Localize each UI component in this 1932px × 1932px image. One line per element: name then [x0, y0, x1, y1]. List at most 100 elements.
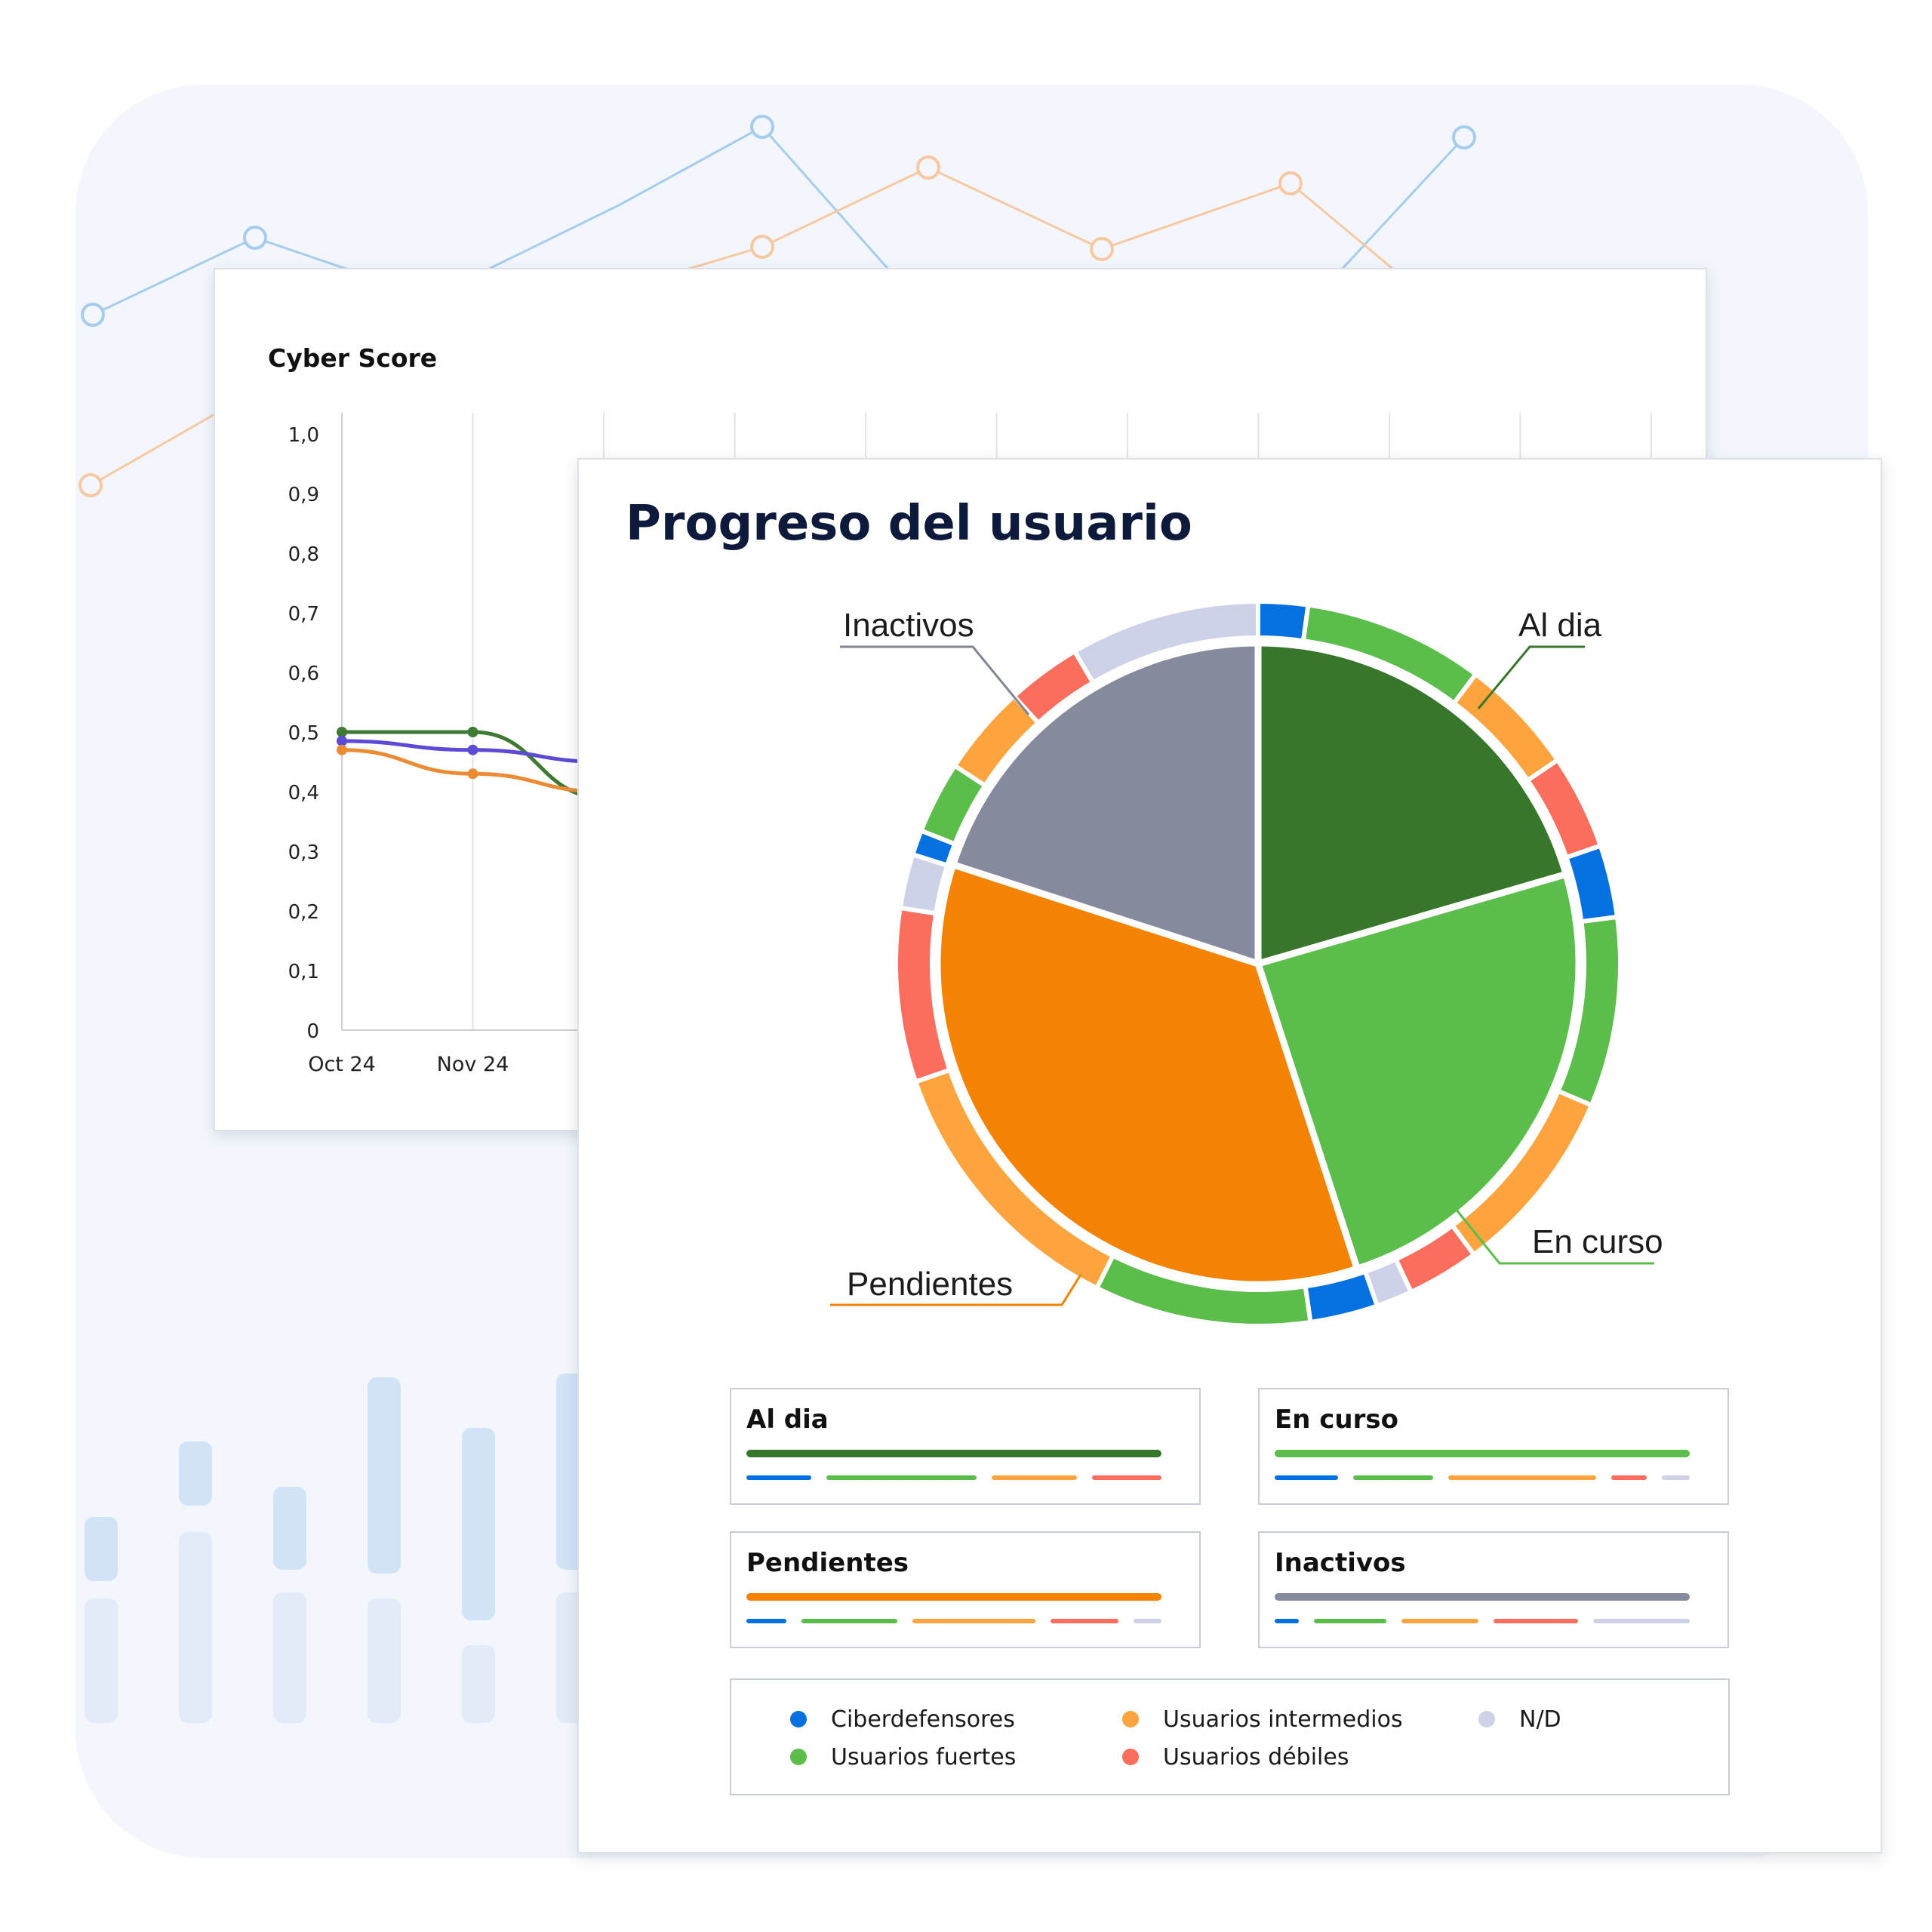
user-progress-title: Progreso del usuario [626, 496, 1192, 552]
stat-box-breakdown [1275, 1619, 1690, 1623]
legend-label: Usuarios intermedios [1163, 1706, 1403, 1733]
stat-box-title: Al dia [746, 1404, 829, 1435]
bg-marker [243, 226, 267, 250]
user-progress-card: Progreso del usuario Inactivos Al dia En… [577, 458, 1882, 1854]
legend-dot [1122, 1711, 1139, 1727]
legend-item-usuarios-intermedios: Usuarios intermedios [1122, 1704, 1403, 1734]
line-point [467, 768, 478, 780]
leader-line-pendientes [830, 1274, 1082, 1306]
y-tick-label: 0,1 [288, 961, 319, 983]
legend-label: Ciberdefensores [831, 1706, 1015, 1733]
line-point [337, 727, 347, 737]
stat-box-breakdown [746, 1619, 1161, 1623]
stat-box-title: Pendientes [746, 1548, 909, 1578]
legend-dot [790, 1749, 807, 1765]
bg-bar [368, 1598, 401, 1723]
stat-segment-usuarios-intermedios [1401, 1619, 1478, 1623]
stat-box-breakdown [1275, 1475, 1690, 1480]
bg-bar [85, 1517, 118, 1581]
stat-box-title: Inactivos [1275, 1548, 1406, 1578]
stat-segment-ciberdefensores [746, 1475, 812, 1480]
stat-box-main-bar [1275, 1593, 1690, 1601]
stat-segment-usuarios-intermedios [912, 1619, 1036, 1623]
stat-segment-ciberdefensores [1275, 1475, 1339, 1480]
ring-segment-ciberdefensores [1256, 598, 1311, 644]
legend-item-usuarios-fuertes: Usuarios fuertes [790, 1742, 1016, 1772]
ring-segment-nd [1071, 598, 1260, 686]
stat-segment-nd [1134, 1619, 1161, 1623]
stat-box-main-bar [746, 1450, 1161, 1457]
bg-bar [462, 1428, 495, 1620]
stat-segment-usuarios-fuertes [1353, 1475, 1434, 1480]
legend-label: N/D [1519, 1706, 1561, 1733]
pie-outer-ring [894, 598, 1623, 1327]
legend-item-nd: N/D [1478, 1704, 1561, 1734]
pie-leader-lines [830, 645, 1654, 1306]
slice-label-en-curso: En curso [1532, 1223, 1663, 1260]
legend: Ciberdefensores Usuarios fuertes Usuario… [730, 1678, 1730, 1795]
pie-slice-al-dia [1254, 639, 1570, 968]
pie-slice-inactivos [949, 639, 1262, 968]
slice-label-al-dia: Al dia [1518, 607, 1602, 644]
slice-label-inactivos: Inactivos [843, 607, 974, 644]
stat-box-main-bar [1275, 1450, 1690, 1457]
stat-box-en-curso: En curso [1258, 1388, 1729, 1505]
x-tick-label: Oct 24 [308, 1053, 376, 1076]
line-point [337, 735, 347, 746]
pie-slices [934, 639, 1583, 1288]
legend-item-ciberdefensores: Ciberdefensores [790, 1704, 1015, 1734]
stat-segment-usuarios-fuertes [1314, 1619, 1387, 1623]
stat-segment-nd [1662, 1475, 1690, 1480]
bg-marker [1278, 171, 1303, 195]
line-point [467, 727, 478, 737]
bg-bar [179, 1441, 212, 1506]
background-decorative-bars [85, 1374, 589, 1723]
stat-box-main-bar [746, 1593, 1161, 1601]
y-tick-label: 1,0 [288, 424, 319, 447]
stat-box-pendientes: Pendientes [730, 1531, 1201, 1648]
stat-box-al-dia: Al dia [730, 1388, 1201, 1505]
stat-segment-usuarios-fuertes [801, 1619, 897, 1623]
y-tick-label: 0,5 [288, 722, 319, 745]
stat-segment-ciberdefensores [746, 1619, 786, 1623]
bg-marker [750, 115, 774, 139]
stat-segment-usuarios-debiles [1493, 1619, 1578, 1623]
bg-marker [81, 303, 105, 327]
stat-segment-usuarios-debiles [1051, 1619, 1119, 1623]
leader-line-en-curso [1451, 1204, 1654, 1265]
legend-dot [1122, 1749, 1139, 1765]
leader-line-inactivos [840, 645, 1030, 715]
stat-box-title: En curso [1275, 1404, 1398, 1435]
bg-bar [273, 1592, 306, 1723]
stat-segment-usuarios-debiles [1092, 1475, 1161, 1480]
bg-bar [273, 1487, 306, 1570]
legend-item-usuarios-debiles: Usuarios débiles [1122, 1742, 1349, 1772]
stat-box-inactivos: Inactivos [1258, 1531, 1729, 1648]
bg-marker [750, 235, 774, 259]
user-progress-pie-chart [830, 598, 1654, 1327]
stat-segment-nd [1592, 1619, 1690, 1623]
y-tick-label: 0,8 [288, 543, 319, 566]
bg-marker [1090, 237, 1114, 261]
line-series-0 [342, 730, 605, 800]
legend-dot [790, 1711, 807, 1727]
cyber-score-title: Cyber Score [268, 343, 438, 373]
bg-marker [1452, 125, 1476, 149]
y-tick-label: 0,6 [288, 663, 319, 685]
legend-label: Usuarios débiles [1163, 1743, 1349, 1770]
stat-segment-ciberdefensores [1275, 1619, 1300, 1623]
y-tick-label: 0,7 [288, 603, 319, 626]
y-tick-label: 0,9 [288, 484, 319, 506]
y-tick-label: 0,3 [288, 841, 319, 864]
stat-segment-usuarios-intermedios [992, 1475, 1078, 1480]
y-tick-label: 0,2 [288, 901, 319, 924]
legend-label: Usuarios fuertes [831, 1743, 1017, 1770]
y-tick-label: 0,4 [288, 782, 319, 804]
stat-segment-usuarios-fuertes [826, 1475, 977, 1480]
bg-marker [78, 473, 103, 497]
line-point [467, 744, 478, 755]
legend-dot [1478, 1711, 1495, 1727]
bg-bar [85, 1598, 118, 1723]
stat-box-breakdown [746, 1475, 1161, 1480]
y-tick-label: 0 [306, 1020, 319, 1043]
